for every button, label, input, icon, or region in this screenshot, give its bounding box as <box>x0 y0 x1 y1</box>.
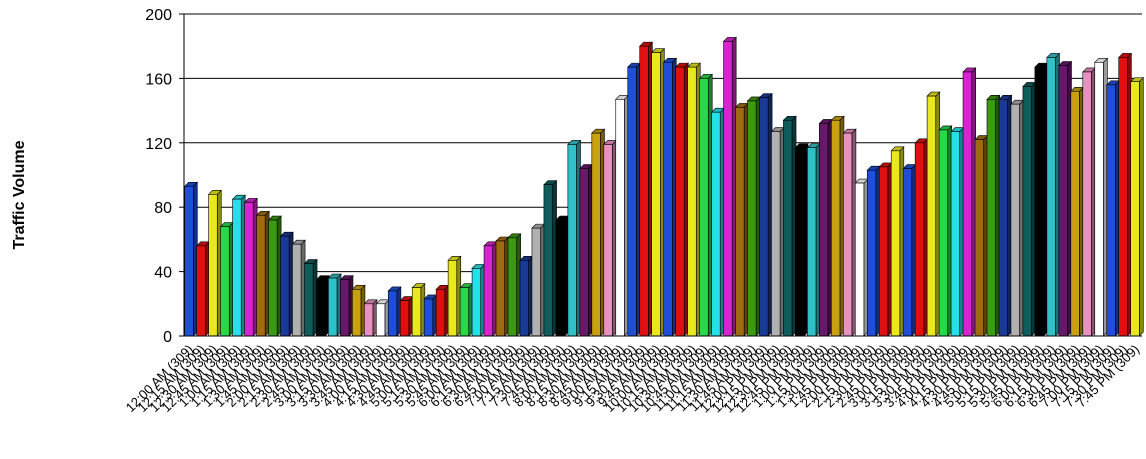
bar <box>351 284 366 337</box>
bar <box>698 73 713 337</box>
bar <box>243 197 258 337</box>
bar <box>662 57 678 337</box>
bar <box>1034 62 1049 337</box>
y-tick-label: 120 <box>145 136 172 153</box>
bar <box>674 62 689 337</box>
bar <box>471 263 486 337</box>
bar <box>962 67 977 337</box>
bar <box>926 91 941 337</box>
bar <box>902 163 917 337</box>
bar <box>219 221 234 337</box>
bar <box>878 162 893 337</box>
bar <box>782 115 797 337</box>
bar <box>818 118 833 337</box>
bar <box>746 96 761 337</box>
bar <box>423 294 438 337</box>
bar <box>866 165 881 337</box>
bar <box>890 146 905 337</box>
bar <box>627 62 642 337</box>
bar <box>938 125 953 337</box>
bar <box>794 142 809 337</box>
bar <box>531 223 546 337</box>
bar <box>459 282 474 337</box>
y-tick-label: 0 <box>163 329 172 346</box>
y-axis-title: Traffic Volume <box>11 140 28 249</box>
bar <box>1082 67 1097 337</box>
y-tick-label: 160 <box>145 71 172 88</box>
bar <box>255 210 270 337</box>
y-tick-label: 40 <box>154 265 172 282</box>
bar <box>1094 57 1109 337</box>
bar <box>267 215 282 337</box>
bar <box>483 241 498 337</box>
bar <box>1022 81 1037 337</box>
bar <box>686 62 701 337</box>
bar <box>854 178 869 337</box>
x-axis-ticks: 12:00 AM (309)12:15 AM (309)12:30 AM (30… <box>123 342 1142 416</box>
bar <box>411 282 426 337</box>
bar <box>387 286 402 337</box>
bar <box>639 41 654 337</box>
bar <box>315 274 330 337</box>
bar <box>710 107 725 337</box>
bar <box>914 138 929 337</box>
bar <box>435 284 450 337</box>
bar <box>567 139 582 337</box>
bar <box>1058 60 1073 337</box>
bar <box>207 189 222 337</box>
bar <box>195 241 210 337</box>
bar <box>231 194 246 337</box>
bar <box>303 258 318 337</box>
bar <box>650 47 666 337</box>
bar <box>591 128 606 337</box>
bar <box>555 215 570 337</box>
bar <box>1118 52 1133 337</box>
bar <box>291 239 306 337</box>
bar <box>183 181 199 337</box>
bar <box>363 299 378 337</box>
bar <box>1010 99 1025 337</box>
bar <box>519 255 534 337</box>
bar <box>1070 86 1085 337</box>
bar <box>279 231 294 337</box>
bar <box>734 102 749 337</box>
bar <box>770 126 785 337</box>
bar <box>1106 80 1121 337</box>
bar <box>603 139 618 337</box>
bar <box>615 94 630 337</box>
bar <box>974 134 989 337</box>
bar <box>758 92 773 337</box>
bar <box>722 36 737 337</box>
bar <box>806 142 821 337</box>
bar <box>375 299 390 337</box>
y-axis-ticks: 0 40 80 120 160 200 <box>145 7 184 346</box>
bar <box>579 163 594 337</box>
bar <box>830 115 845 337</box>
bar <box>998 94 1013 337</box>
bar <box>1129 76 1145 337</box>
bar <box>447 255 462 337</box>
bar <box>950 126 965 337</box>
bar <box>507 233 522 337</box>
bar <box>339 274 354 337</box>
bar <box>986 94 1001 337</box>
bar <box>327 273 342 337</box>
bars <box>183 36 1145 337</box>
bar <box>495 236 510 337</box>
bar <box>842 128 857 337</box>
bar <box>399 295 414 337</box>
bar <box>543 179 558 337</box>
bar <box>1046 52 1061 337</box>
y-tick-label: 200 <box>145 7 172 24</box>
y-tick-label: 80 <box>154 200 172 217</box>
axes <box>183 14 1142 337</box>
